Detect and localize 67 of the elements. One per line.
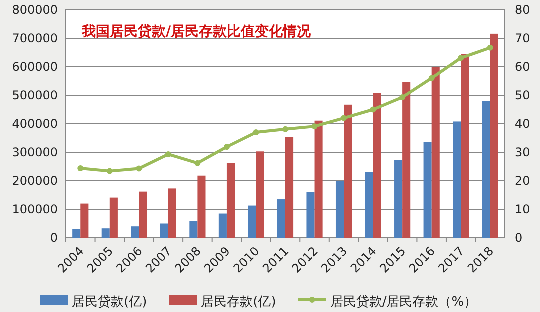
- legend-label: 居民存款(亿): [201, 295, 276, 310]
- legend-label: 居民贷款/居民存款（%）: [330, 295, 478, 310]
- point: [400, 94, 406, 100]
- bar: [482, 101, 490, 238]
- bar: [306, 192, 315, 238]
- bar: [453, 122, 462, 238]
- y-tick-label: 100000: [12, 202, 58, 216]
- y2-tick-label: 80: [515, 3, 530, 17]
- bar: [72, 229, 81, 238]
- bar: [286, 137, 294, 238]
- bar: [373, 93, 382, 238]
- y-tick-label: 200000: [12, 174, 58, 188]
- bar: [190, 221, 198, 238]
- point: [253, 130, 260, 136]
- y-tick-label: 700000: [12, 32, 58, 46]
- point: [106, 168, 113, 174]
- text: 我国居民贷款/居民存款比值变化情况: [81, 23, 312, 40]
- point: [224, 144, 230, 150]
- point: [341, 115, 348, 122]
- bar: [160, 224, 168, 238]
- point: [194, 160, 201, 166]
- bar: [432, 67, 440, 238]
- bar: [461, 54, 470, 238]
- bar: [344, 104, 352, 238]
- point: [458, 55, 464, 62]
- point: [282, 126, 288, 132]
- bar: [226, 163, 236, 238]
- legend-label: 居民贷款(亿): [72, 295, 148, 310]
- point: [312, 124, 318, 130]
- point: [428, 75, 435, 82]
- bar: [365, 172, 374, 238]
- bar: [131, 226, 140, 238]
- bar: [139, 192, 148, 238]
- y2-tick-label: 60: [515, 60, 530, 74]
- bar: [402, 82, 411, 238]
- y-tick-label: 300000: [12, 146, 58, 160]
- y-tick-label: 600000: [12, 60, 58, 74]
- bar: [198, 176, 206, 238]
- bar: [277, 200, 286, 238]
- bar: [424, 142, 432, 238]
- y2-tick-label: 50: [515, 88, 530, 102]
- bar: [110, 198, 118, 238]
- y2-tick-label: 70: [515, 32, 530, 46]
- y-tick-label: 500000: [12, 88, 58, 102]
- bar: [80, 204, 89, 238]
- y-tick-label: 800000: [12, 3, 58, 17]
- point: [78, 165, 84, 172]
- y-tick-label: 400000: [12, 117, 58, 131]
- y2-tick-label: 30: [515, 146, 530, 160]
- point: [370, 106, 376, 113]
- point: [487, 44, 494, 51]
- y2-tick-label: 20: [515, 174, 530, 188]
- point: [136, 166, 142, 172]
- bar: [314, 120, 323, 238]
- y2-tick-label: 0: [515, 231, 523, 245]
- y-tick-label: 0: [50, 231, 58, 245]
- bar: [256, 152, 264, 238]
- bar: [336, 181, 344, 238]
- bar: [102, 228, 110, 238]
- bar: [394, 160, 403, 238]
- bar: [168, 188, 176, 238]
- bar: [218, 214, 227, 238]
- y2-tick-label: 40: [515, 117, 530, 131]
- bar: [490, 34, 498, 238]
- bar: [248, 206, 256, 238]
- point: [165, 151, 172, 158]
- y2-tick-label: 10: [515, 202, 530, 216]
